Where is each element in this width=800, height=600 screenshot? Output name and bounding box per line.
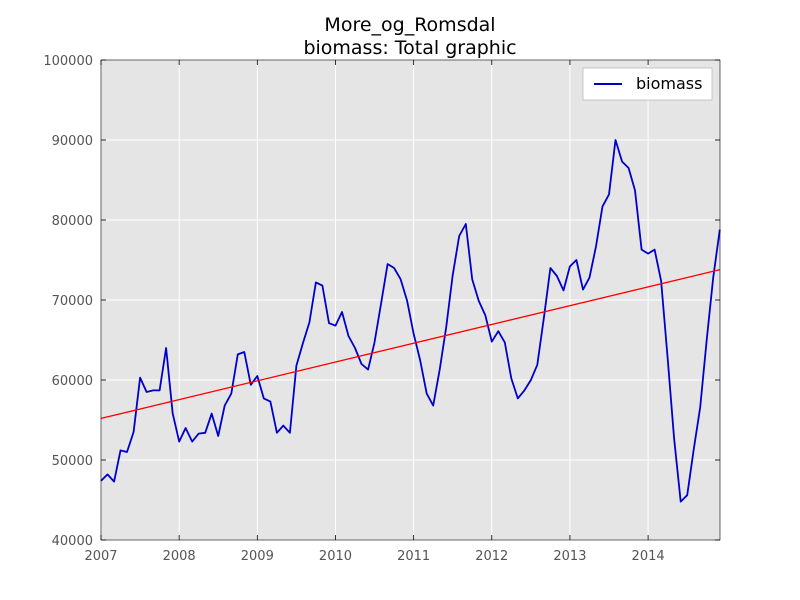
x-tick-label: 2008 (163, 549, 196, 564)
legend: biomass (582, 67, 713, 101)
x-tick-label: 2012 (475, 549, 508, 564)
x-tick-label: 2007 (84, 549, 117, 564)
y-tick-label: 70000 (52, 294, 93, 309)
series-layer (100, 139, 721, 503)
x-tick-label: 2013 (553, 549, 586, 564)
chart-title: More_og_Romsdal (324, 14, 495, 36)
x-tick-label: 2010 (319, 549, 352, 564)
x-tick-label: 2014 (632, 549, 665, 564)
y-tick-label: 60000 (52, 374, 93, 389)
series-line-biomass (100, 139, 721, 503)
legend-label-biomass: biomass (636, 74, 702, 93)
y-tick-label: 100000 (43, 54, 93, 69)
chart-subtitle: biomass: Total graphic (303, 37, 516, 59)
y-tick-label: 50000 (52, 454, 93, 469)
x-tick-label: 2011 (397, 549, 430, 564)
x-tick-label: 2009 (241, 549, 274, 564)
axis-ticks: 2007 2008 2009 2010 2011 2012 2013 2014 40000 500… (43, 54, 720, 564)
y-tick-label: 90000 (52, 134, 93, 149)
y-tick-label: 40000 (52, 534, 93, 549)
trend-line (100, 268, 721, 420)
y-tick-label: 80000 (52, 214, 93, 229)
